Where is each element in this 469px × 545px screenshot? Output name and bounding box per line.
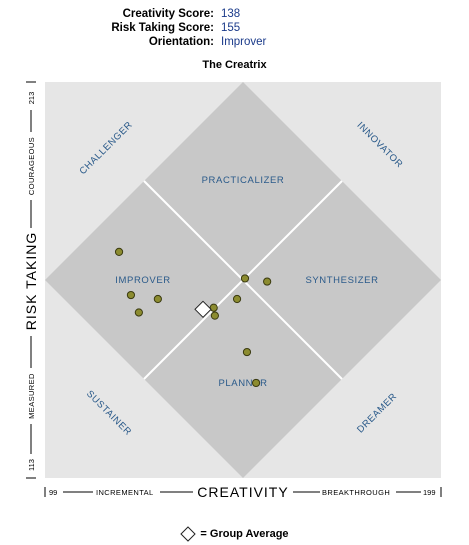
creativity-score-value: 138 (221, 8, 241, 20)
diamond-icon (180, 526, 197, 542)
data-points (114, 247, 272, 388)
region-label-improver: IMPROVER (115, 275, 170, 286)
x-tick-max: 199 (423, 488, 436, 497)
y-label-low: MEASURED (27, 373, 36, 419)
y-tick-max: 213 (27, 92, 36, 105)
y-tick-min: 113 (27, 459, 36, 471)
axes: 99 INCREMENTAL CREATIVITY BREAKTHROUGH 199 21… (23, 81, 442, 500)
region-label-practicalizer: PRACTICALIZER (202, 175, 285, 186)
creativity-score-row: Creativity Score: 138 (0, 8, 469, 22)
risk-taking-score-value: 155 (221, 22, 241, 34)
x-axis-title: CREATIVITY (197, 484, 288, 500)
data-point (114, 247, 124, 256)
legend-label: = Group Average (200, 528, 289, 540)
x-label-left: INCREMENTAL (96, 488, 154, 497)
data-point (263, 277, 272, 286)
data-point (210, 311, 219, 320)
orientation-value: Improver (221, 36, 267, 48)
orientation-label: Orientation: (148, 36, 214, 48)
data-point (126, 290, 136, 300)
data-point (240, 274, 250, 283)
data-point (134, 308, 143, 317)
orientation-row: Orientation: Improver (0, 36, 469, 50)
chart-title: The Creatrix (202, 59, 267, 71)
group-average-marker (194, 300, 212, 319)
y-label-high: COURAGEOUS (27, 137, 36, 195)
creativity-score-label: Creativity Score: (122, 8, 214, 20)
data-point (232, 294, 242, 304)
data-point (209, 303, 218, 312)
data-point (153, 294, 162, 304)
region-label-planner: PLANNER (218, 378, 267, 389)
risk-taking-score-row: Risk Taking Score: 155 (0, 22, 469, 36)
x-tick-min: 99 (49, 488, 57, 497)
y-axis-title: RISK TAKING (23, 232, 39, 330)
data-point (251, 378, 261, 388)
creatrix-chart: CHALLENGER INNOVATORPRACTICALIZERIMPROVER… (23, 81, 442, 500)
x-label-right: BREAKTHROUGH (322, 488, 390, 497)
region-label-synthesizer: SYNTHESIZER (305, 275, 378, 286)
data-point (242, 347, 252, 357)
risk-taking-score-label: Risk Taking Score: (111, 22, 214, 34)
legend: = Group Average (0, 526, 469, 545)
